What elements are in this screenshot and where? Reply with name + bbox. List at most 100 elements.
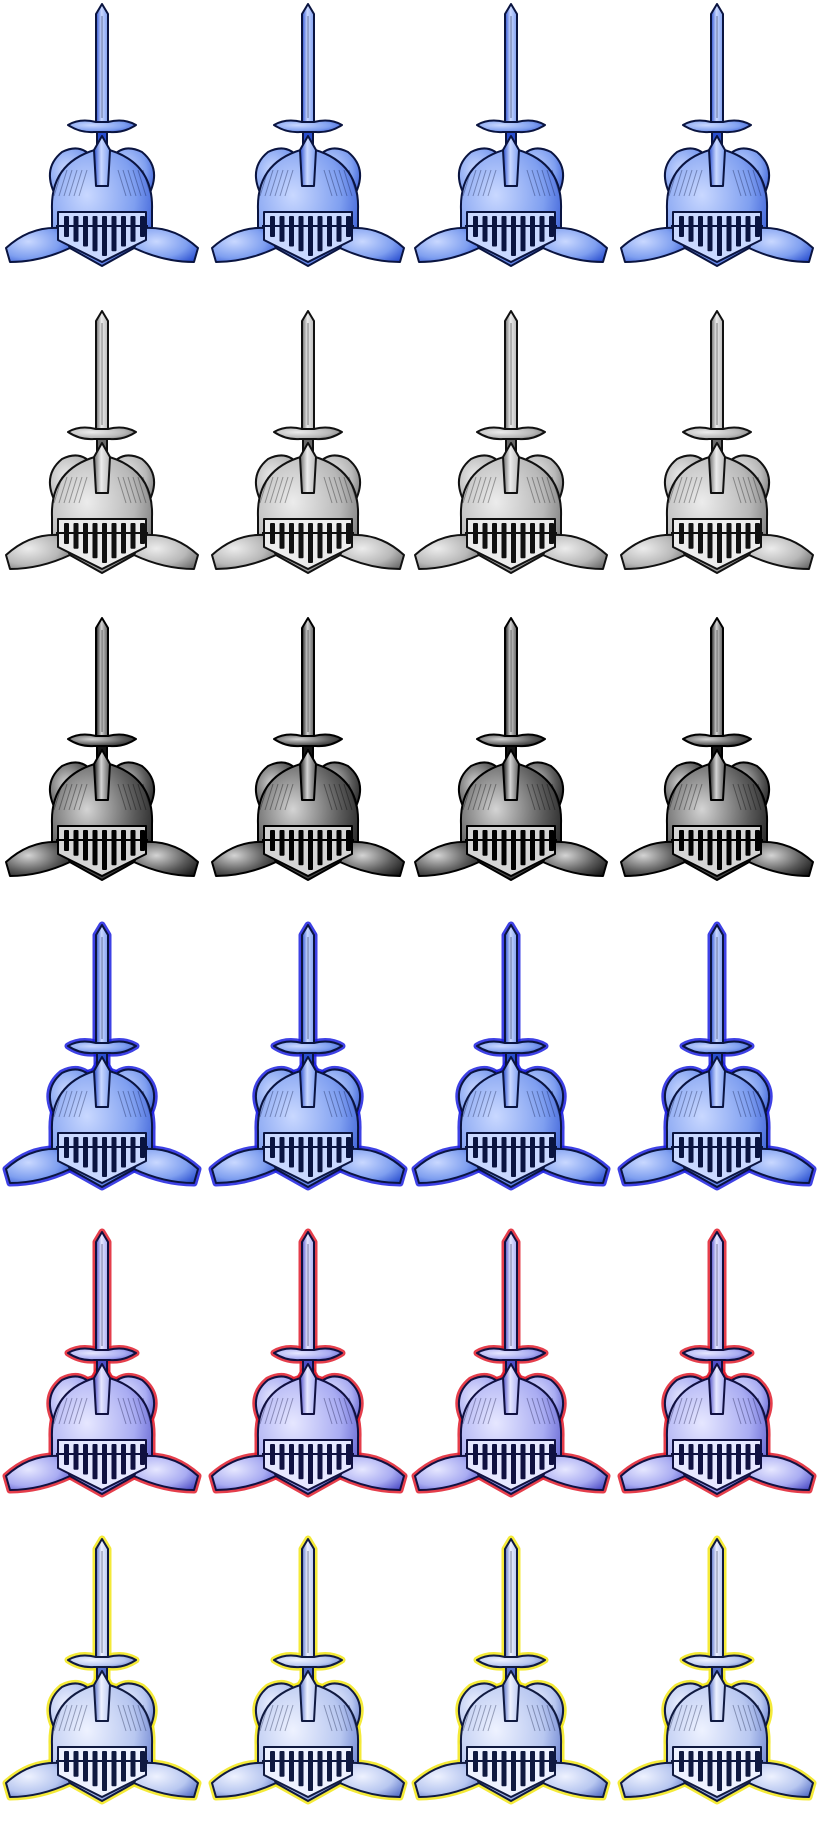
helmet-crest [299,749,317,801]
sword-crossguard [476,1040,546,1055]
knight-sword-sprite [411,1535,611,1805]
knight-sword-sprite [2,921,202,1191]
sword-crossguard [476,1654,546,1669]
knight-sword-sprite [208,1535,408,1805]
helmet-crest [708,1670,726,1722]
sword-crossguard [682,1347,752,1362]
sprite-frame [410,921,615,1228]
knight-sword-sprite [211,617,405,881]
shading-hatch [259,1090,358,1118]
knight-sword-sprite [411,921,611,1191]
sword-crossguard [273,426,343,441]
right-greave [339,1454,405,1491]
sword-crossguard [273,1347,343,1362]
sword-crossguard [273,733,343,748]
left-greave [620,840,686,877]
shading-hatch [53,1090,152,1118]
sprite-frame [410,1535,615,1842]
visor-grille [679,1751,760,1791]
sprite-frame [205,1228,410,1535]
right-greave [542,1147,608,1184]
knight-sword-sprite [617,1535,817,1805]
sprite-frame [0,614,205,921]
sprite-frame [0,1535,205,1842]
sprite-frame [410,307,615,614]
right-greave [133,840,199,877]
knight-sword-sprite [211,3,405,267]
sprite-frame [615,921,820,1228]
knight-sword-sprite [617,921,817,1191]
right-greave [133,1761,199,1798]
shading-hatch [259,783,358,811]
sword-crossguard [682,1040,752,1055]
shading-hatch [462,1090,561,1118]
sword-crossguard [476,1347,546,1362]
right-greave [748,1454,814,1491]
shading-hatch [668,1397,767,1425]
sprite-frame [615,1535,820,1842]
left-greave [211,1147,277,1184]
sword-crossguard [682,733,752,748]
visor-grille [270,216,351,256]
left-greave [5,1761,71,1798]
sprite-frame [0,307,205,614]
visor-grille [473,1137,554,1177]
helmet-crest [93,1056,111,1108]
sword-crossguard [67,1347,137,1362]
helmet-crest [299,1056,317,1108]
sprite-frame [0,0,205,307]
knight-sword-sprite [2,1535,202,1805]
knight-sword-sprite [5,3,199,267]
shading-hatch [462,1397,561,1425]
shading-hatch [53,1704,152,1732]
left-greave [211,840,277,877]
left-greave [620,1147,686,1184]
helmet-crest [299,1363,317,1415]
knight-sword-sprite [208,1228,408,1498]
left-greave [211,1761,277,1798]
knight-sword-sprite [5,617,199,881]
helmet-crest [502,1056,520,1108]
helmet-crest [708,135,726,187]
helmet-crest [502,442,520,494]
helmet-crest [502,749,520,801]
knight-sword-sprite [620,617,814,881]
sword-crossguard [476,426,546,441]
sword-crossguard [67,733,137,748]
shading-hatch [668,783,767,811]
shading-hatch [259,476,358,504]
sprite-frame [615,0,820,307]
helmet-crest [93,749,111,801]
sprite-frame [410,1228,615,1535]
helmet-crest [93,442,111,494]
knight-sword-sprite [411,1228,611,1498]
left-greave [5,533,71,570]
right-greave [748,226,814,263]
shading-hatch [668,169,767,197]
left-greave [211,533,277,570]
sprite-frame [205,921,410,1228]
helmet-crest [299,1670,317,1722]
knight-sword-sprite [414,617,608,881]
right-greave [133,226,199,263]
left-greave [414,226,480,263]
right-greave [339,1761,405,1798]
helmet-crest [708,749,726,801]
helmet-crest [708,1363,726,1415]
shading-hatch [462,783,561,811]
right-greave [133,1454,199,1491]
shading-hatch [53,783,152,811]
sprite-frame [0,921,205,1228]
left-greave [5,840,71,877]
left-greave [211,226,277,263]
helmet-crest [299,135,317,187]
left-greave [620,226,686,263]
sword-crossguard [682,426,752,441]
sprite-frame [410,614,615,921]
right-greave [542,226,608,263]
left-greave [620,1454,686,1491]
sword-crossguard [67,1040,137,1055]
shading-hatch [53,476,152,504]
sword-crossguard [273,119,343,134]
sprite-frame [615,614,820,921]
